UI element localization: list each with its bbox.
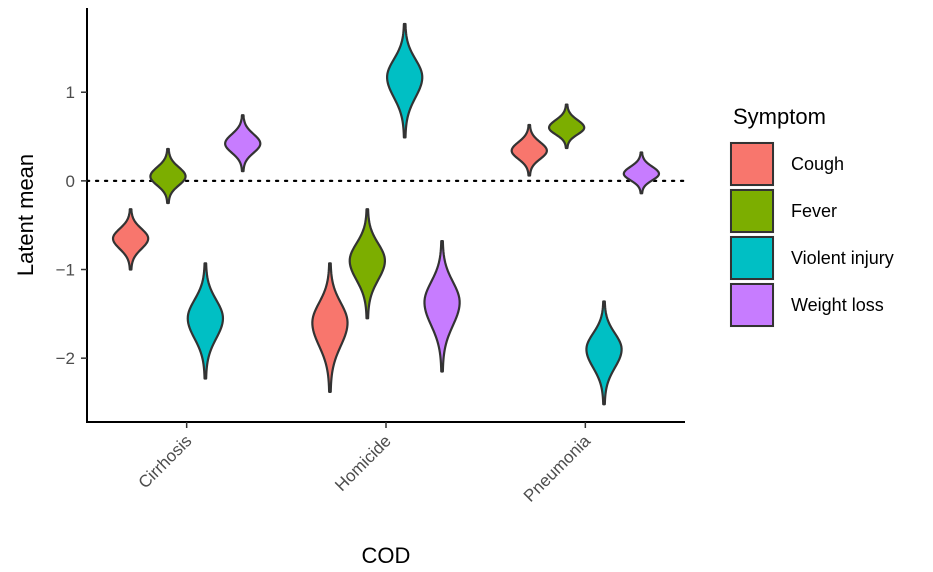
x-ticks: Cirrhosis Homicide Pneumonia <box>135 422 595 506</box>
y-axis-title: Latent mean <box>13 154 38 276</box>
violin-cirrhosis-cough <box>111 208 150 271</box>
x-axis-title: COD <box>362 543 411 568</box>
violin-pneumonia-fever <box>547 103 586 150</box>
x-tick-label: Cirrhosis <box>135 431 196 492</box>
legend-label-cough: Cough <box>791 154 844 174</box>
legend-label-violent-injury: Violent injury <box>791 248 894 268</box>
violin-cirrhosis-weight-loss <box>224 114 262 173</box>
violin-homicide-fever <box>348 208 386 320</box>
violin-cirrhosis-violent-injury <box>186 262 225 380</box>
violin-pneumonia-cough <box>510 123 548 177</box>
y-tick-label: −1 <box>56 261 75 280</box>
legend-label-fever: Fever <box>791 201 837 221</box>
legend-swatch-weight-loss <box>730 283 774 327</box>
violin-pneumonia-violent-injury <box>585 300 623 406</box>
x-tick-label: Pneumonia <box>520 431 595 506</box>
y-tick-label: 1 <box>66 83 75 102</box>
violins <box>111 22 661 406</box>
legend-swatch-cough <box>730 142 774 186</box>
y-ticks: −2 −1 0 1 <box>56 83 87 368</box>
violin-homicide-violent-injury <box>386 22 424 139</box>
violin-pneumonia-weight-loss <box>622 151 661 195</box>
violin-cirrhosis-fever <box>149 147 187 205</box>
y-tick-label: −2 <box>56 349 75 368</box>
legend-swatch-violent-injury <box>730 236 774 280</box>
legend: Symptom Cough Fever Violent injury Weight l… <box>728 104 894 329</box>
legend-title: Symptom <box>733 104 826 129</box>
y-tick-label: 0 <box>66 172 75 191</box>
violin-homicide-cough <box>311 262 349 393</box>
violin-homicide-weight-loss <box>423 240 461 373</box>
legend-label-weight-loss: Weight loss <box>791 295 884 315</box>
legend-swatch-fever <box>730 189 774 233</box>
x-tick-label: Homicide <box>331 431 395 495</box>
